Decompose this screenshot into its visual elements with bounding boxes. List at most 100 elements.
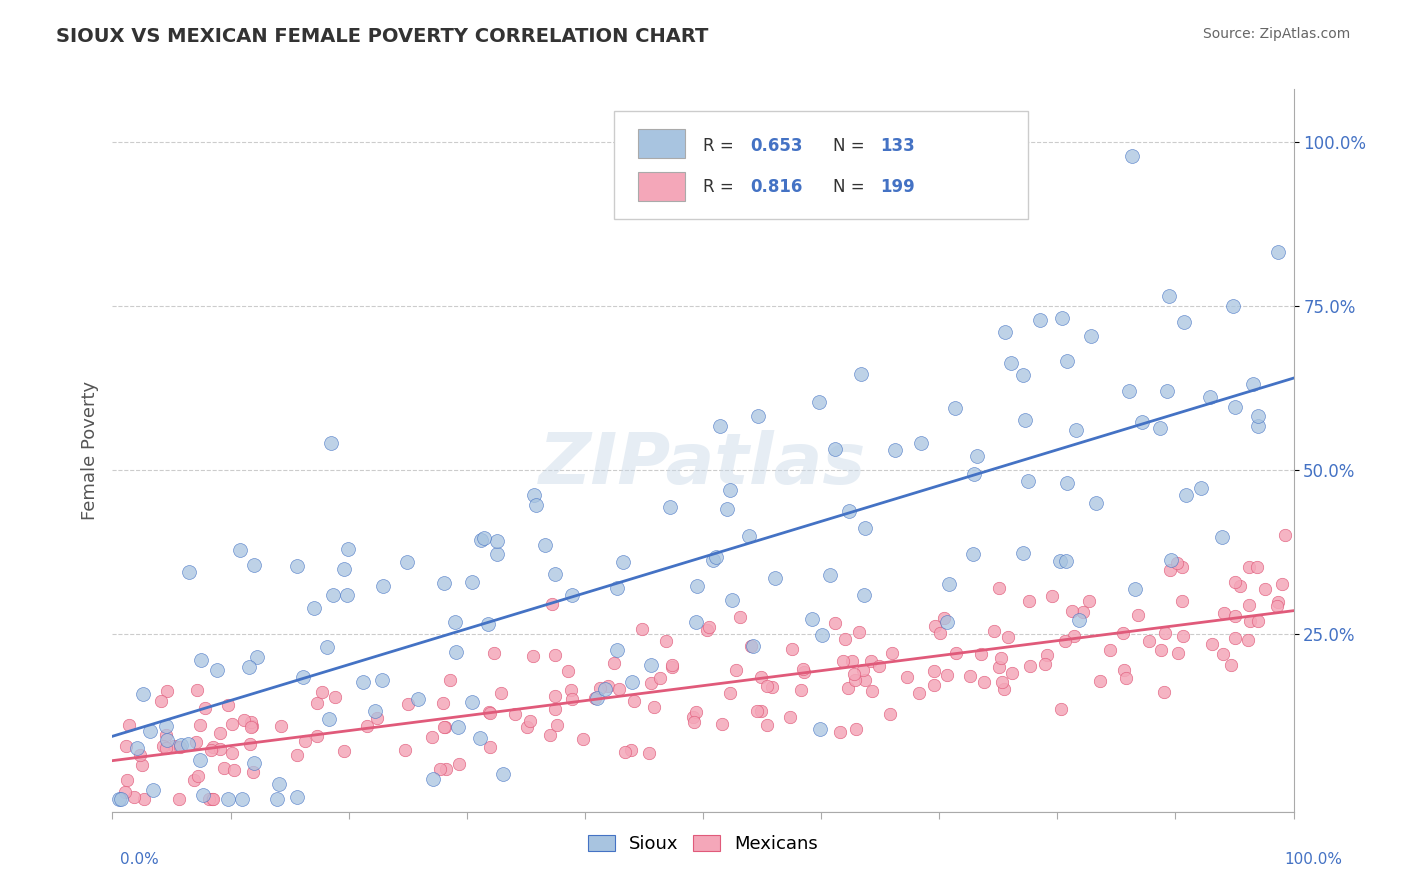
- Point: [1049, 554, 1071, 568]
- Point: [837, 681, 859, 696]
- Point: [638, 746, 661, 760]
- Point: [702, 553, 724, 567]
- Point: [1211, 530, 1233, 544]
- Point: [745, 704, 768, 718]
- Point: [1018, 594, 1040, 608]
- FancyBboxPatch shape: [614, 111, 1028, 219]
- Point: [162, 739, 184, 753]
- Point: [152, 739, 174, 753]
- Point: [1017, 474, 1039, 488]
- Point: [447, 756, 470, 771]
- Text: 0.0%: 0.0%: [120, 852, 159, 867]
- Text: 0.816: 0.816: [751, 178, 803, 195]
- Point: [217, 791, 239, 805]
- Point: [446, 720, 468, 734]
- Point: [596, 679, 619, 693]
- Point: [540, 597, 562, 611]
- Point: [1150, 642, 1173, 657]
- Point: [994, 325, 1017, 339]
- Point: [932, 611, 955, 625]
- Point: [606, 581, 628, 595]
- Point: [1088, 673, 1111, 688]
- Point: [738, 529, 761, 543]
- Point: [371, 579, 394, 593]
- Point: [311, 684, 333, 698]
- Point: [485, 547, 508, 561]
- Point: [849, 368, 872, 382]
- Point: [589, 681, 612, 695]
- Text: 0.653: 0.653: [751, 136, 803, 154]
- Point: [485, 534, 508, 549]
- Point: [188, 718, 211, 732]
- Point: [221, 717, 243, 731]
- Point: [1149, 421, 1171, 435]
- Point: [489, 686, 512, 700]
- Point: [270, 719, 292, 733]
- Point: [963, 467, 986, 481]
- Point: [1236, 633, 1258, 648]
- Point: [991, 674, 1014, 689]
- Point: [110, 791, 132, 805]
- Point: [155, 740, 177, 755]
- Point: [1040, 590, 1063, 604]
- Point: [209, 742, 232, 756]
- Point: [468, 731, 491, 745]
- Point: [728, 610, 751, 624]
- Point: [1014, 412, 1036, 426]
- Point: [1077, 594, 1099, 608]
- Point: [1265, 599, 1288, 613]
- Point: [115, 772, 138, 787]
- Point: [1154, 626, 1177, 640]
- Point: [1050, 310, 1073, 325]
- Point: [988, 660, 1011, 674]
- Point: [557, 664, 579, 678]
- Point: [229, 542, 252, 557]
- Point: [779, 710, 801, 724]
- Point: [1029, 313, 1052, 327]
- Point: [439, 673, 461, 688]
- Point: [479, 706, 502, 721]
- Point: [523, 487, 546, 501]
- Point: [420, 730, 443, 744]
- Point: [896, 670, 918, 684]
- Point: [336, 588, 359, 602]
- Point: [572, 732, 595, 747]
- Point: [801, 612, 824, 626]
- Point: [1246, 409, 1268, 423]
- Point: [267, 777, 290, 791]
- Point: [910, 436, 932, 450]
- Point: [187, 768, 209, 782]
- Point: [1112, 664, 1135, 678]
- Point: [586, 691, 609, 706]
- Point: [1064, 423, 1087, 437]
- Point: [924, 619, 946, 633]
- Point: [1063, 629, 1085, 643]
- Point: [1166, 556, 1188, 570]
- Text: Source: ZipAtlas.com: Source: ZipAtlas.com: [1202, 27, 1350, 41]
- Point: [1121, 149, 1143, 163]
- Point: [882, 646, 904, 660]
- Point: [1099, 643, 1122, 657]
- Point: [879, 706, 901, 721]
- Point: [395, 556, 418, 570]
- Point: [443, 615, 465, 629]
- Point: [1199, 390, 1222, 404]
- Point: [1080, 328, 1102, 343]
- Point: [433, 720, 456, 734]
- Point: [938, 577, 960, 591]
- Text: 133: 133: [880, 136, 915, 154]
- Point: [1267, 595, 1289, 609]
- Point: [807, 395, 830, 409]
- Point: [704, 549, 727, 564]
- Text: R =: R =: [703, 178, 740, 195]
- Point: [1125, 582, 1147, 597]
- Point: [1229, 578, 1251, 592]
- Point: [851, 663, 873, 677]
- Point: [943, 401, 966, 416]
- Point: [612, 555, 634, 569]
- Point: [1267, 244, 1289, 259]
- Point: [650, 672, 672, 686]
- Point: [366, 711, 388, 725]
- Point: [621, 675, 644, 690]
- Point: [1054, 634, 1077, 648]
